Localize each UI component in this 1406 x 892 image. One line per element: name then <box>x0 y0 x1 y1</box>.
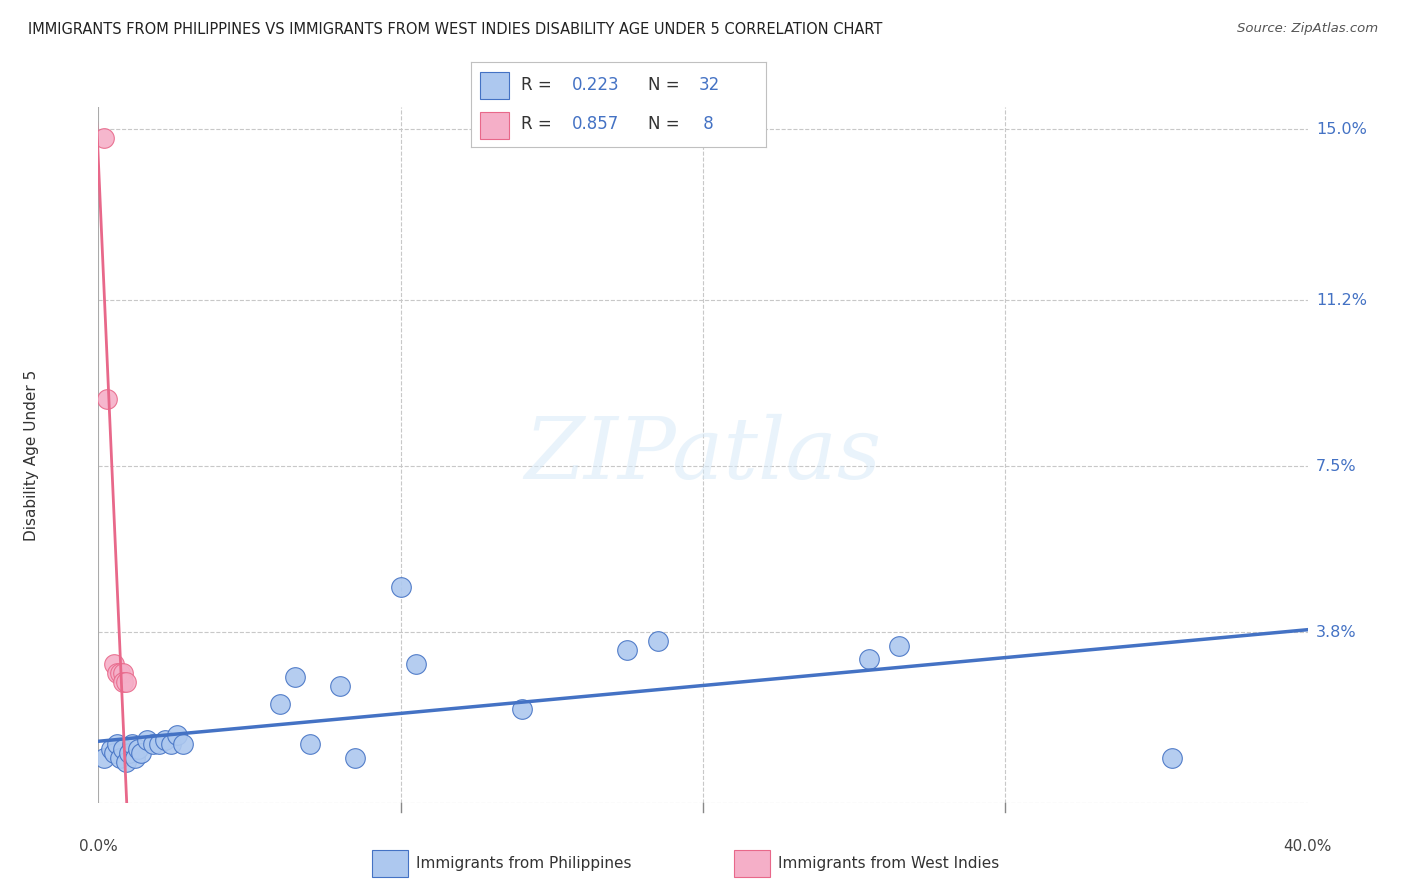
Point <box>1160 751 1182 765</box>
Point <box>111 665 134 680</box>
Text: 15.0%: 15.0% <box>1316 122 1367 137</box>
Text: R =: R = <box>522 115 557 133</box>
Point <box>124 751 146 765</box>
Text: Immigrants from West Indies: Immigrants from West Indies <box>778 855 1000 871</box>
Text: 0.223: 0.223 <box>571 77 619 95</box>
Bar <box>734 850 770 877</box>
Point <box>129 747 152 761</box>
Point <box>389 580 412 594</box>
Point <box>344 751 367 765</box>
Text: Source: ZipAtlas.com: Source: ZipAtlas.com <box>1237 22 1378 36</box>
Point <box>166 729 188 743</box>
Point <box>100 742 122 756</box>
Text: N =: N = <box>648 77 685 95</box>
Point <box>108 751 131 765</box>
Text: 0.0%: 0.0% <box>79 838 118 854</box>
Point <box>153 733 176 747</box>
Point <box>858 652 880 666</box>
Point <box>889 639 911 653</box>
Text: 11.2%: 11.2% <box>1316 293 1367 308</box>
Text: 0.857: 0.857 <box>571 115 619 133</box>
Point <box>111 674 134 689</box>
Point <box>616 643 638 657</box>
Point <box>269 697 291 711</box>
Point <box>103 747 125 761</box>
Point <box>118 747 141 761</box>
Point <box>172 738 194 752</box>
Point <box>96 392 118 406</box>
Point <box>121 738 143 752</box>
Text: IMMIGRANTS FROM PHILIPPINES VS IMMIGRANTS FROM WEST INDIES DISABILITY AGE UNDER : IMMIGRANTS FROM PHILIPPINES VS IMMIGRANT… <box>28 22 883 37</box>
Point <box>103 657 125 671</box>
Point <box>148 738 170 752</box>
Text: 3.8%: 3.8% <box>1316 624 1357 640</box>
Point <box>127 742 149 756</box>
Text: R =: R = <box>522 77 557 95</box>
Point <box>142 738 165 752</box>
Point <box>93 131 115 145</box>
Point <box>105 738 128 752</box>
Bar <box>479 71 509 99</box>
Point <box>329 679 352 693</box>
Point <box>405 657 427 671</box>
Text: 32: 32 <box>699 77 720 95</box>
Point <box>111 742 134 756</box>
Point <box>510 701 533 715</box>
Text: 8: 8 <box>699 115 714 133</box>
Point <box>114 756 136 770</box>
Point <box>105 665 128 680</box>
Point <box>114 674 136 689</box>
Point <box>299 738 322 752</box>
Text: N =: N = <box>648 115 685 133</box>
Point <box>135 733 157 747</box>
Text: Disability Age Under 5: Disability Age Under 5 <box>24 369 39 541</box>
Point <box>647 634 669 648</box>
Point <box>284 670 307 684</box>
Text: 7.5%: 7.5% <box>1316 458 1357 474</box>
Point <box>160 738 183 752</box>
Point <box>108 665 131 680</box>
Text: Immigrants from Philippines: Immigrants from Philippines <box>416 855 631 871</box>
Point <box>93 751 115 765</box>
Text: 40.0%: 40.0% <box>1284 838 1331 854</box>
Bar <box>373 850 408 877</box>
Text: ZIPatlas: ZIPatlas <box>524 414 882 496</box>
Bar <box>479 112 509 139</box>
